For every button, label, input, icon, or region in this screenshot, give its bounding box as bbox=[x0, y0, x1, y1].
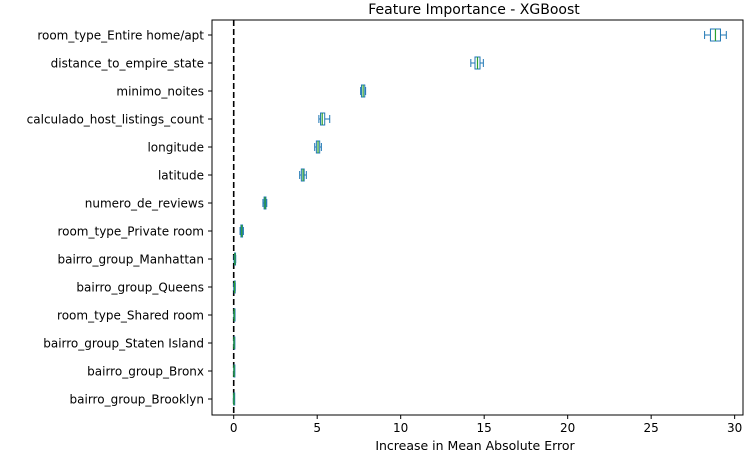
y-tick-label: numero_de_reviews bbox=[85, 197, 204, 211]
y-tick-label: distance_to_empire_state bbox=[51, 57, 204, 71]
y-tick-label: bairro_group_Staten Island bbox=[43, 337, 204, 351]
x-tick-label: 15 bbox=[477, 421, 492, 435]
x-axis-label: Increase in Mean Absolute Error bbox=[375, 438, 575, 453]
plot-area: 0 5 10 15 20 25 30 room_type_Entire home/apt dis… bbox=[27, 20, 742, 435]
x-tick-label: 0 bbox=[230, 421, 238, 435]
plot-frame bbox=[211, 19, 744, 416]
x-tick-label: 10 bbox=[393, 421, 408, 435]
x-tick-label: 5 bbox=[313, 421, 321, 435]
chart-title: Feature Importance - XGBoost bbox=[368, 2, 580, 18]
x-tick-label: 30 bbox=[727, 421, 742, 435]
y-tick-label: latitude bbox=[158, 169, 204, 183]
x-tick-label: 20 bbox=[560, 421, 575, 435]
y-tick-label: bairro_group_Queens bbox=[76, 281, 204, 295]
y-tick-label: calculado_host_listings_count bbox=[27, 113, 205, 127]
y-tick-label: bairro_group_Bronx bbox=[87, 365, 204, 379]
y-tick-label: bairro_group_Manhattan bbox=[57, 253, 204, 267]
y-tick-label: room_type_Shared room bbox=[57, 309, 204, 323]
y-tick-label: room_type_Private room bbox=[57, 225, 204, 239]
y-tick-label: minimo_noites bbox=[116, 85, 204, 99]
y-tick-label: longitude bbox=[147, 141, 204, 155]
y-tick-label: room_type_Entire home/apt bbox=[37, 29, 204, 43]
y-tick-label: bairro_group_Brooklyn bbox=[70, 393, 204, 407]
x-tick-label: 25 bbox=[644, 421, 659, 435]
